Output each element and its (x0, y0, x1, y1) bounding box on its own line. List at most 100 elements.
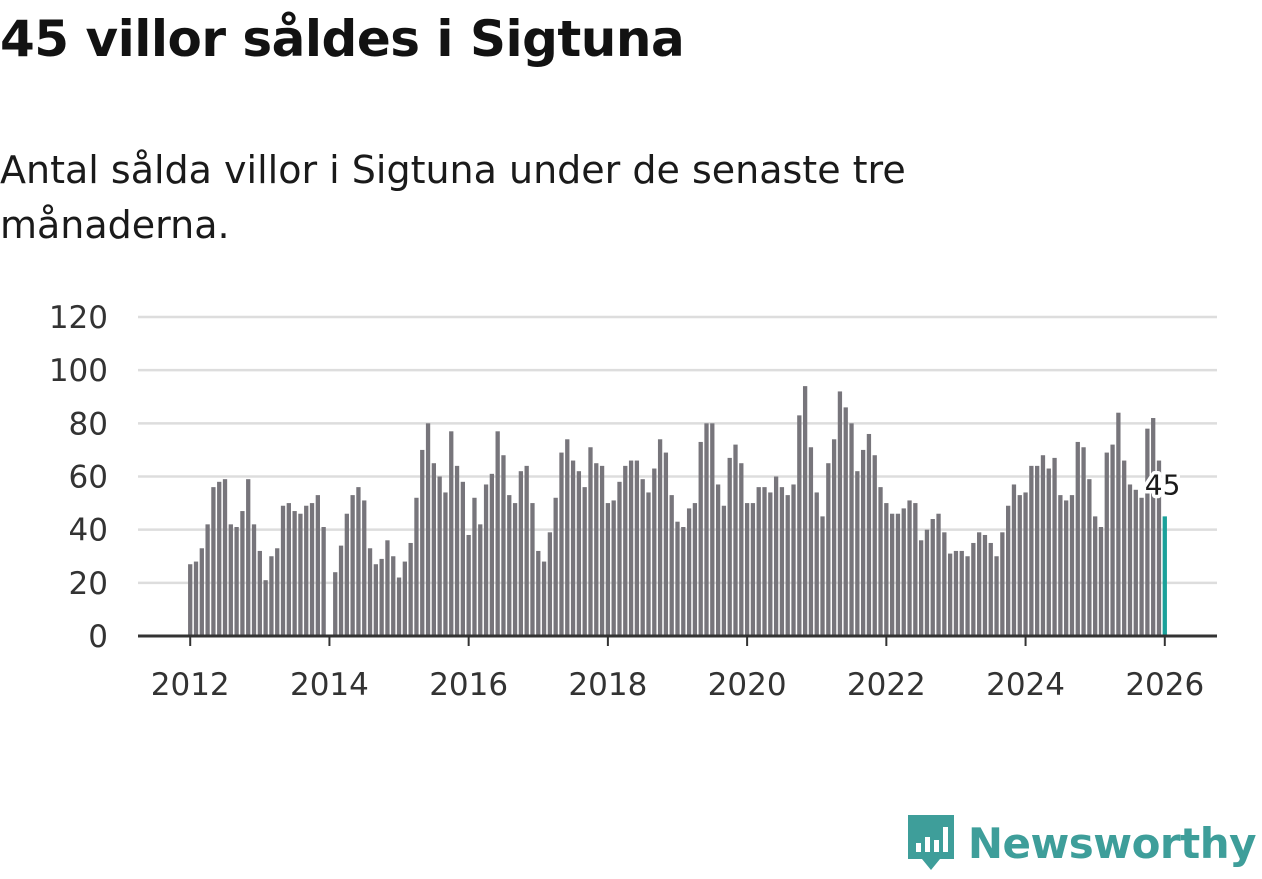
bar (396, 577, 402, 636)
bar (385, 540, 390, 636)
bar (843, 407, 848, 636)
bar (977, 532, 982, 636)
bar (1133, 489, 1138, 636)
bar (269, 556, 274, 636)
bar (768, 492, 773, 636)
bar (1064, 500, 1069, 636)
bar (971, 542, 976, 636)
bar (304, 505, 309, 636)
bar (507, 495, 512, 636)
bar (617, 481, 622, 636)
bar (884, 503, 889, 636)
bar (948, 553, 953, 636)
bar (605, 503, 611, 636)
bar (1156, 460, 1162, 636)
bar (791, 484, 796, 636)
x-tick-label: 2026 (1125, 667, 1204, 703)
x-tick-label: 2018 (568, 667, 647, 703)
bar (669, 495, 674, 636)
bar (779, 487, 785, 636)
bar (1122, 460, 1127, 636)
bar (762, 487, 767, 636)
bar (501, 455, 506, 636)
bar (1069, 495, 1075, 636)
bar (367, 548, 373, 636)
bar (1104, 452, 1109, 636)
bar (1011, 484, 1017, 636)
bar (350, 495, 355, 636)
bar (443, 492, 448, 636)
bar (570, 460, 576, 636)
bar (692, 503, 698, 636)
bars (188, 386, 1167, 637)
bar (315, 495, 320, 636)
bar (640, 479, 645, 636)
bar (773, 476, 779, 636)
bar (1029, 465, 1034, 636)
x-tick-label: 2022 (847, 667, 926, 703)
bar (623, 465, 628, 636)
y-tick-label: 40 (69, 513, 108, 549)
bar (982, 534, 988, 636)
bar (831, 439, 837, 636)
bar (454, 465, 460, 636)
chart-subtitle: Antal sålda villor i Sigtuna under de se… (0, 148, 906, 247)
bar (321, 527, 326, 636)
bar (536, 550, 541, 636)
bar (1006, 505, 1011, 636)
bar (391, 556, 396, 636)
bar (228, 524, 233, 636)
bar (797, 415, 802, 636)
bar (733, 444, 738, 636)
bar-chart: 0 20 40 60 80 100 120 2012 2014 2016 2018 2020 2022… (49, 300, 1217, 703)
bar (1075, 441, 1080, 636)
x-tick-label: 2024 (986, 667, 1065, 703)
bar (1151, 418, 1156, 636)
data-label: 45 (1145, 468, 1181, 501)
bar (199, 548, 204, 636)
bar (628, 460, 634, 636)
brand: Newsworthy (906, 813, 1257, 873)
bar (988, 542, 993, 636)
bar (710, 423, 715, 636)
bar (750, 503, 756, 636)
bar (402, 561, 407, 636)
bar (646, 492, 651, 636)
bar (530, 503, 535, 636)
bar (1081, 447, 1086, 636)
newsworthy-logo-icon (907, 815, 954, 870)
bar (744, 503, 750, 636)
bar (872, 455, 877, 636)
bar (286, 503, 291, 636)
bar (930, 519, 935, 636)
x-tick-label: 2016 (429, 667, 508, 703)
bar (240, 511, 245, 636)
bar (588, 447, 593, 636)
bar (739, 463, 744, 636)
bar (408, 542, 413, 636)
bar (889, 513, 895, 636)
bar (837, 391, 843, 636)
bar (292, 511, 297, 636)
bar (344, 513, 349, 636)
bar (217, 481, 222, 636)
bar (1046, 468, 1051, 636)
bar (518, 471, 524, 636)
bar (727, 457, 732, 636)
bar (657, 439, 663, 636)
bar (686, 508, 692, 636)
bar (246, 479, 251, 636)
bar (913, 503, 918, 636)
bar (1035, 465, 1040, 636)
bar (437, 476, 442, 636)
bar (936, 513, 941, 636)
bar (942, 532, 947, 636)
bar (582, 487, 587, 636)
bar (994, 556, 999, 636)
bar (756, 487, 761, 636)
x-axis: 2012 2014 2016 2018 2020 2022 2024 2026 (138, 634, 1217, 703)
bar (188, 564, 193, 636)
bar (681, 527, 686, 636)
bar (356, 487, 361, 636)
